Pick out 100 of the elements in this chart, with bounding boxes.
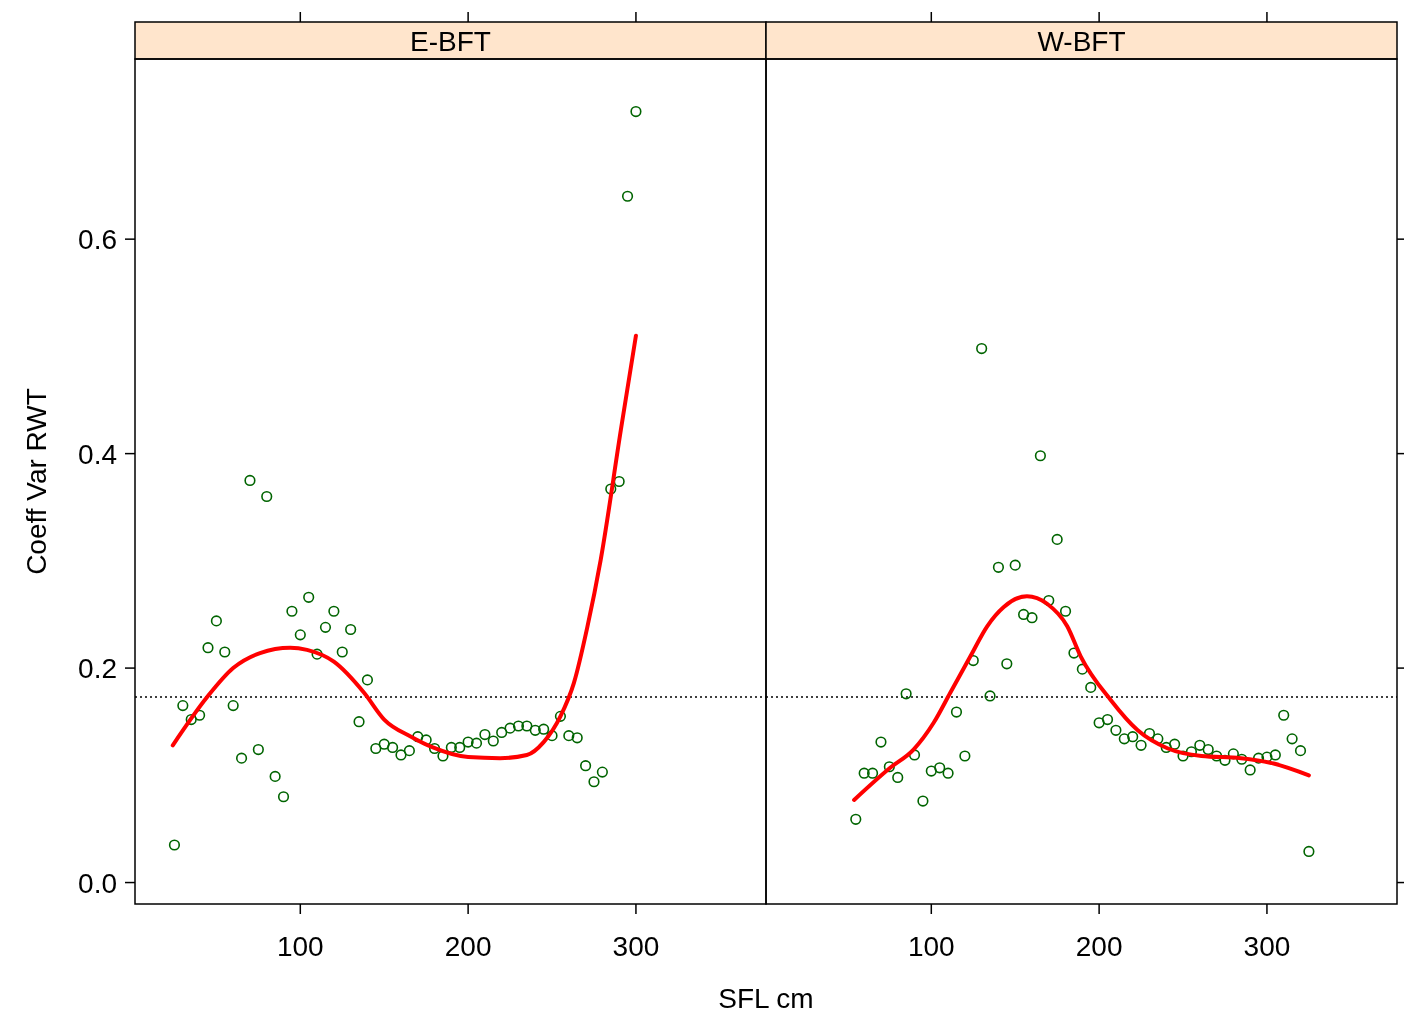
point xyxy=(1160,741,1172,754)
point xyxy=(1093,717,1105,729)
point xyxy=(1101,713,1114,726)
point xyxy=(219,646,231,658)
point xyxy=(613,475,625,488)
point xyxy=(959,750,971,762)
point xyxy=(311,648,323,660)
point xyxy=(875,736,887,748)
point xyxy=(336,646,348,658)
point xyxy=(1202,743,1214,756)
point xyxy=(934,762,946,774)
point xyxy=(1303,845,1315,858)
point xyxy=(353,716,365,728)
point xyxy=(883,761,895,773)
point xyxy=(976,342,988,355)
point xyxy=(1059,605,1072,617)
point xyxy=(261,490,273,503)
y-axis-title: Coeff Var RWT xyxy=(21,388,52,575)
point xyxy=(1294,745,1307,757)
point xyxy=(1286,733,1298,745)
point xyxy=(227,700,239,712)
point xyxy=(403,745,415,757)
point xyxy=(428,742,441,755)
point xyxy=(596,766,608,778)
chart-title: E-BFT xyxy=(410,25,491,57)
point xyxy=(252,743,264,756)
chart-title: W-BFT xyxy=(1037,25,1126,57)
point xyxy=(235,752,248,764)
point xyxy=(319,621,332,633)
point xyxy=(1244,764,1256,776)
point xyxy=(892,771,904,784)
x-tick-label: 200 xyxy=(444,931,492,962)
point xyxy=(630,105,642,118)
point xyxy=(925,765,937,777)
point xyxy=(1269,749,1281,761)
point xyxy=(303,591,315,603)
point xyxy=(579,760,592,772)
point xyxy=(202,642,214,654)
point xyxy=(294,629,306,641)
point xyxy=(286,605,298,617)
x-tick-label: 300 xyxy=(1243,931,1291,962)
point xyxy=(1210,750,1223,762)
point xyxy=(512,720,525,732)
point xyxy=(1026,612,1038,624)
point xyxy=(917,795,929,807)
point xyxy=(554,710,567,722)
point xyxy=(529,724,541,736)
point xyxy=(378,738,390,750)
point xyxy=(1194,739,1206,751)
point xyxy=(454,741,466,754)
point xyxy=(1252,752,1265,764)
point xyxy=(387,741,399,754)
point xyxy=(1169,738,1181,750)
point xyxy=(345,623,357,636)
point xyxy=(1177,750,1189,762)
point xyxy=(992,561,1005,573)
point xyxy=(185,713,197,726)
point xyxy=(850,813,862,825)
x-tick-label: 300 xyxy=(612,931,660,962)
line-series xyxy=(170,333,638,761)
point xyxy=(621,190,634,202)
point xyxy=(605,483,617,495)
point xyxy=(1236,753,1248,765)
point xyxy=(370,742,382,755)
point xyxy=(1085,681,1097,693)
point xyxy=(496,726,508,739)
point xyxy=(269,770,281,782)
point xyxy=(445,741,457,754)
point xyxy=(538,723,550,735)
x-tick-label: 200 xyxy=(1075,931,1123,962)
point xyxy=(168,839,181,851)
y-tick-label: 0.6 xyxy=(78,224,117,256)
point xyxy=(479,728,491,741)
y-tick-label: 0.4 xyxy=(78,438,117,470)
point xyxy=(858,767,870,779)
point xyxy=(1001,658,1013,670)
point xyxy=(1009,559,1021,571)
point xyxy=(521,720,533,732)
point xyxy=(210,615,222,627)
x-tick-label: 100 xyxy=(276,931,324,962)
point xyxy=(563,730,575,742)
point xyxy=(1127,731,1139,743)
point xyxy=(177,700,189,712)
point xyxy=(1135,739,1147,751)
point xyxy=(900,688,912,700)
point xyxy=(866,767,879,779)
x-axis-title: SFL cm xyxy=(718,983,814,1012)
point xyxy=(277,791,290,803)
point xyxy=(984,690,996,702)
point xyxy=(395,749,407,761)
point xyxy=(1034,450,1046,462)
point xyxy=(361,674,374,686)
point xyxy=(328,605,340,617)
point xyxy=(462,736,474,748)
point xyxy=(1110,724,1122,736)
point xyxy=(504,722,516,734)
y-tick-label: 0.0 xyxy=(78,867,117,899)
point xyxy=(950,706,963,718)
point xyxy=(244,474,256,487)
point xyxy=(1051,533,1063,546)
